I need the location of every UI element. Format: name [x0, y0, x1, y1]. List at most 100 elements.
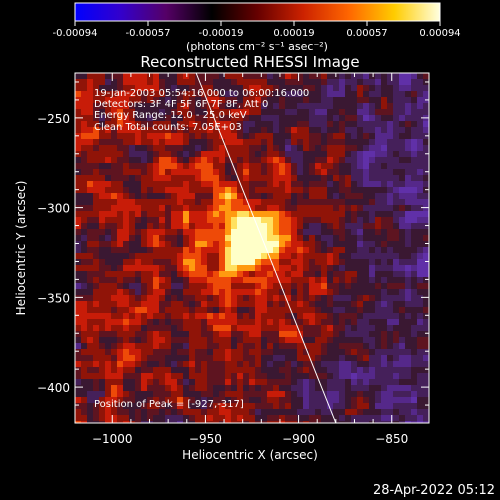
heatmap-cell	[393, 211, 399, 217]
heatmap-cell	[105, 289, 111, 295]
heatmap-cell	[183, 283, 189, 289]
heatmap-cell	[417, 277, 423, 283]
heatmap-cell	[399, 385, 405, 391]
heatmap-cell	[267, 373, 273, 379]
heatmap-cell	[267, 253, 273, 259]
heatmap-cell	[363, 361, 369, 367]
heatmap-cell	[273, 103, 279, 109]
heatmap-cell	[387, 349, 393, 355]
heatmap-cell	[153, 193, 159, 199]
heatmap-cell	[345, 217, 351, 223]
heatmap-cell	[129, 169, 135, 175]
heatmap-cell	[243, 415, 249, 421]
heatmap-cell	[153, 295, 159, 301]
heatmap-cell	[411, 229, 417, 235]
heatmap-cell	[321, 295, 327, 301]
heatmap-cell	[105, 199, 111, 205]
heatmap-cell	[417, 271, 423, 277]
heatmap-cell	[99, 367, 105, 373]
heatmap-cell	[261, 391, 267, 397]
heatmap-cell	[285, 421, 291, 423]
heatmap-cell	[261, 235, 267, 241]
heatmap-cell	[213, 127, 219, 133]
heatmap-cell	[123, 373, 129, 379]
heatmap-cell	[363, 289, 369, 295]
heatmap-cell	[213, 169, 219, 175]
heatmap-cell	[423, 157, 429, 163]
heatmap-cell	[333, 295, 339, 301]
heatmap-cell	[399, 403, 405, 409]
heatmap-cell	[381, 151, 387, 157]
heatmap-cell	[297, 211, 303, 217]
heatmap-cell	[261, 223, 267, 229]
heatmap-cell	[81, 151, 87, 157]
heatmap-cell	[255, 289, 261, 295]
heatmap-cell	[123, 379, 129, 385]
heatmap-cell	[369, 355, 375, 361]
heatmap-cell	[207, 373, 213, 379]
heatmap-cell	[189, 127, 195, 133]
heatmap-cell	[285, 247, 291, 253]
heatmap-cell	[207, 109, 213, 115]
heatmap-cell	[255, 373, 261, 379]
heatmap-cell	[375, 139, 381, 145]
heatmap-cell	[135, 301, 141, 307]
heatmap-cell	[309, 265, 315, 271]
heatmap-cell	[309, 163, 315, 169]
heatmap-cell	[363, 133, 369, 139]
heatmap-cell	[99, 259, 105, 265]
heatmap-cell	[381, 355, 387, 361]
heatmap-cell	[201, 151, 207, 157]
heatmap-cell	[351, 151, 357, 157]
heatmap-cell	[333, 169, 339, 175]
heatmap-cell	[171, 331, 177, 337]
heatmap-cell	[147, 259, 153, 265]
heatmap-cell	[99, 157, 105, 163]
heatmap-cell	[357, 229, 363, 235]
heatmap-cell	[177, 403, 183, 409]
heatmap-cell	[351, 397, 357, 403]
heatmap-cell	[285, 361, 291, 367]
heatmap-cell	[213, 259, 219, 265]
heatmap-cell	[399, 211, 405, 217]
heatmap-cell	[99, 151, 105, 157]
heatmap-cell	[297, 295, 303, 301]
heatmap-cell	[147, 391, 153, 397]
heatmap-cell	[87, 181, 93, 187]
heatmap-cell	[105, 277, 111, 283]
heatmap-cell	[417, 319, 423, 325]
heatmap-cell	[339, 283, 345, 289]
heatmap-cell	[327, 187, 333, 193]
heatmap-cell	[243, 85, 249, 91]
heatmap-cell	[129, 253, 135, 259]
heatmap-cell	[315, 319, 321, 325]
heatmap-cell	[153, 385, 159, 391]
heatmap-cell	[327, 127, 333, 133]
heatmap-cell	[279, 361, 285, 367]
heatmap-cell	[405, 241, 411, 247]
footer-timestamp: 28-Apr-2022 05:12	[373, 483, 495, 498]
heatmap-cell	[207, 187, 213, 193]
heatmap-cell	[339, 169, 345, 175]
heatmap-cell	[405, 367, 411, 373]
heatmap-cell	[381, 283, 387, 289]
heatmap-cell	[105, 343, 111, 349]
heatmap-cell	[177, 151, 183, 157]
heatmap-cell	[303, 259, 309, 265]
heatmap-cell	[369, 109, 375, 115]
heatmap-cell	[261, 175, 267, 181]
heatmap-cell	[291, 217, 297, 223]
heatmap-cell	[381, 193, 387, 199]
heatmap-cell	[369, 85, 375, 91]
heatmap-cell	[369, 193, 375, 199]
heatmap-cell	[159, 85, 165, 91]
heatmap-cell	[309, 175, 315, 181]
heatmap-cell	[399, 265, 405, 271]
heatmap-cell	[351, 265, 357, 271]
heatmap-cell	[81, 331, 87, 337]
heatmap-cell	[237, 319, 243, 325]
heatmap-cell	[303, 331, 309, 337]
heatmap-cell	[333, 211, 339, 217]
heatmap-cell	[117, 259, 123, 265]
heatmap-cell	[321, 277, 327, 283]
